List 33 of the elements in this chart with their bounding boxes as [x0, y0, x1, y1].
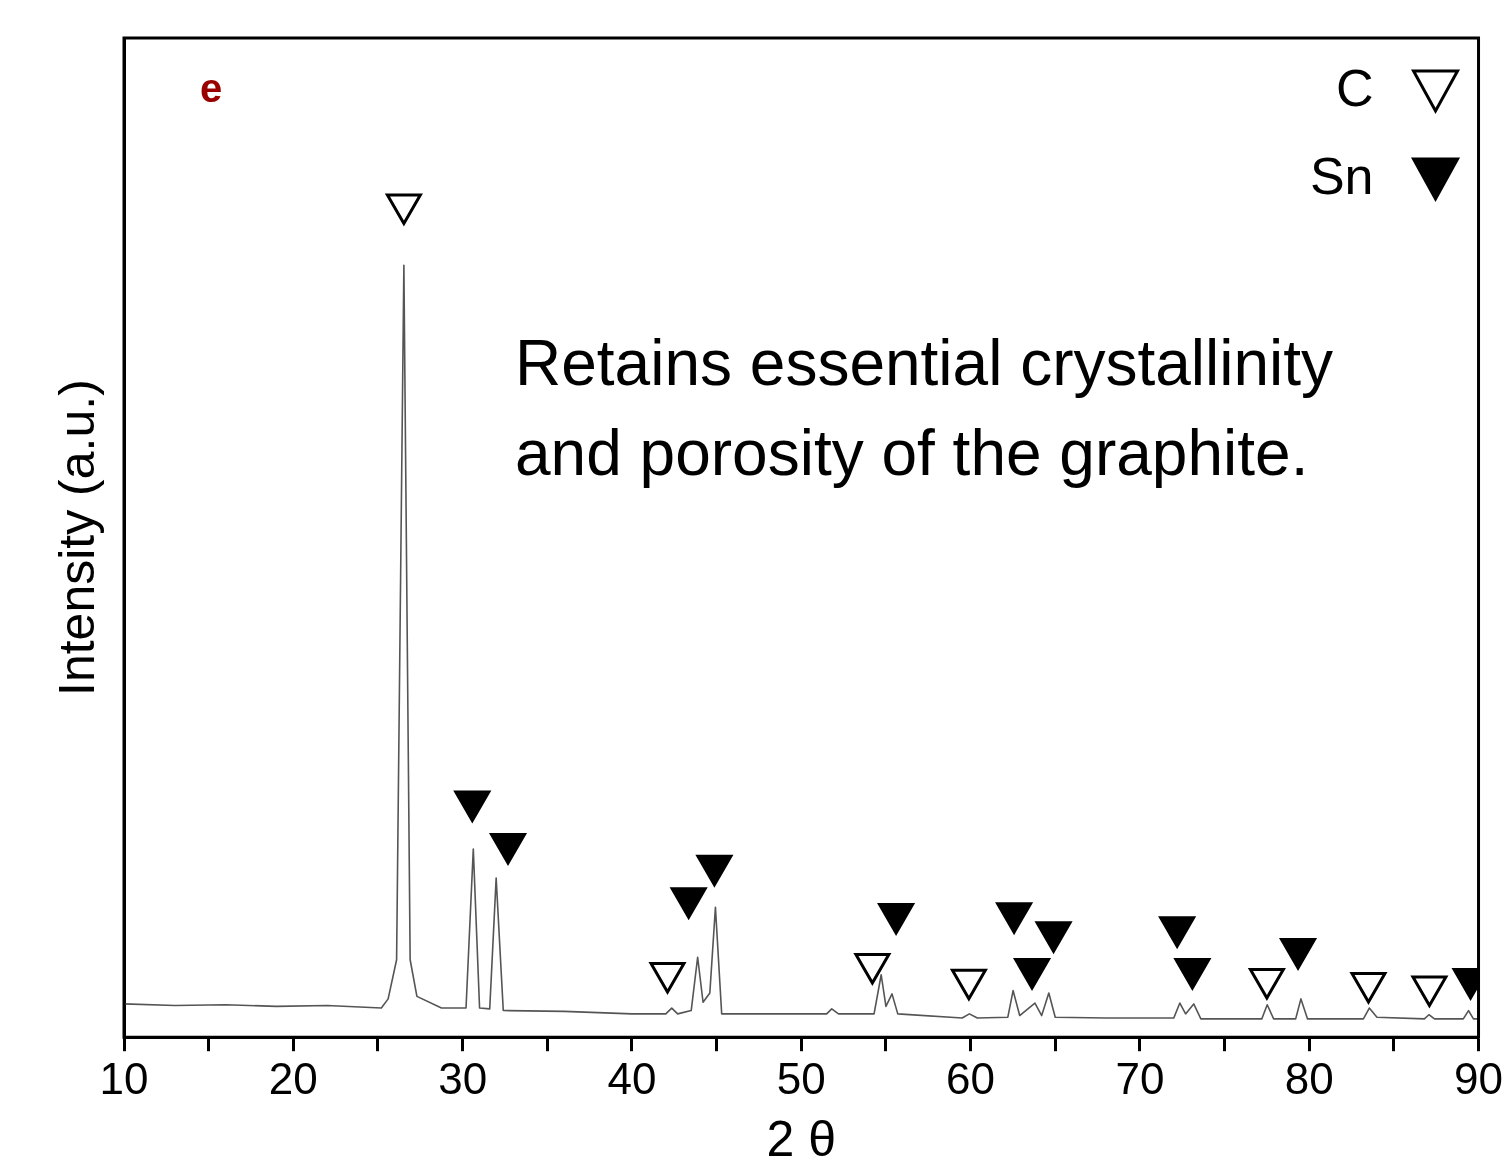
- point: [1035, 921, 1072, 953]
- point: [996, 902, 1033, 934]
- x-tick-label: 10: [99, 1053, 149, 1103]
- point: [1014, 957, 1050, 990]
- x-tick-label: 60: [946, 1053, 996, 1103]
- legend-label: C: [1335, 59, 1374, 118]
- point: [1174, 957, 1211, 990]
- x-tick-label: 50: [776, 1053, 826, 1103]
- annotation: Retains essential crystallinity and porosity of the graphite.: [515, 326, 1335, 491]
- x-tick-label: 80: [1284, 1053, 1334, 1103]
- x-tick-label: 70: [1115, 1053, 1165, 1103]
- x-tick-label: 90: [1454, 1053, 1504, 1103]
- point: [1159, 916, 1196, 948]
- point: [1350, 972, 1387, 1004]
- point: [670, 887, 707, 919]
- x-tick-label: 30: [438, 1053, 488, 1103]
- point: [385, 193, 422, 226]
- point: [490, 833, 526, 865]
- point: [1248, 967, 1285, 1000]
- legend-label: Sn: [1309, 147, 1374, 206]
- point: [649, 962, 686, 994]
- text: e: [200, 66, 223, 111]
- y-axis-title: Intensity (a.u.): [48, 379, 105, 696]
- point: [1280, 937, 1316, 970]
- point: [454, 790, 491, 823]
- point: [878, 902, 915, 935]
- x-axis-title: 2 θ: [766, 1110, 837, 1167]
- x-tick-label: 20: [268, 1053, 318, 1103]
- x-tick-label: 40: [607, 1053, 657, 1103]
- point: [696, 854, 733, 887]
- point: [854, 952, 891, 985]
- point: [950, 968, 987, 1001]
- point: [1411, 975, 1448, 1007]
